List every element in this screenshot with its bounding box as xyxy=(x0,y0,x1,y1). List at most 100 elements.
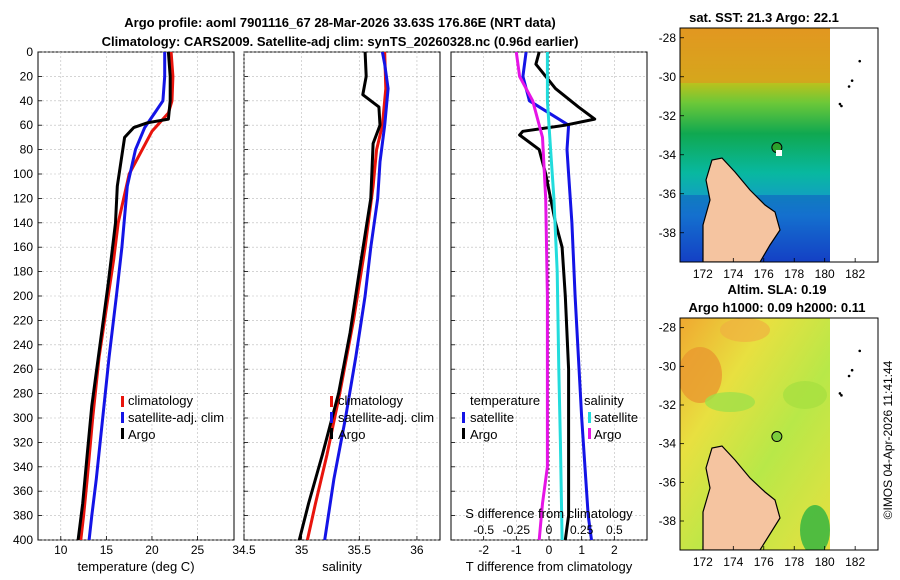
map-x-tick-label: 172 xyxy=(693,555,713,569)
map-x-tick-label: 180 xyxy=(815,267,835,281)
series-line-argo xyxy=(76,52,172,540)
legend-swatch-argo xyxy=(330,428,333,439)
temperature-xtick-labels: 10 15 20 25 xyxy=(54,543,204,557)
difference-panel: -2 -1 0 1 2 T difference from climatology S … xyxy=(450,51,648,574)
legend-label-sal-satellite: satellite xyxy=(594,410,638,425)
legend-label-temp-satellite: satellite xyxy=(470,410,514,425)
series-line-satellite-adj-clim xyxy=(323,52,390,540)
temperature-grid xyxy=(38,51,234,541)
island-marker xyxy=(838,102,842,106)
difference-xtick-labels: -2 -1 0 1 2 xyxy=(478,543,618,557)
sla-map-ticks: 172 174 176 178 180 182 -28 -30 -32 -34 -36 -38 xyxy=(659,321,866,569)
depth-tick-label: 240 xyxy=(13,338,33,352)
map-y-tick-label: -36 xyxy=(659,475,677,489)
depth-tick-labels: 0 20 40 60 80 100 120 140 160 180 200 220 240 260 280 3… xyxy=(13,45,33,547)
map-y-tick-label: -28 xyxy=(659,31,677,45)
sla-low-patch xyxy=(800,505,830,550)
series-line-temperature-argo xyxy=(518,52,597,540)
map-x-tick-label: 182 xyxy=(845,555,865,569)
temperature-xlabel: temperature (deg C) xyxy=(77,559,194,574)
series-line-salinity-argo xyxy=(514,52,549,540)
depth-tick-label: 20 xyxy=(20,69,34,83)
sst-map: sat. SST: 21.3 Argo: 22.1 172 174 176 178 18… xyxy=(659,10,879,281)
map-x-tick-label: 180 xyxy=(815,555,835,569)
island-marker xyxy=(858,59,862,63)
island-marker xyxy=(858,349,862,353)
imos-timestamp: ©IMOS 04-Apr-2026 11:41:44 xyxy=(881,360,895,519)
legend-swatch-argo xyxy=(121,428,124,439)
depth-tick-label: 100 xyxy=(13,167,33,181)
legend-label-argo: Argo xyxy=(128,427,155,442)
legend-label-climatology: climatology xyxy=(128,393,194,408)
map-y-tick-label: -30 xyxy=(659,359,677,373)
series-line-temperature-satellite xyxy=(521,52,593,540)
sst-map-frame xyxy=(679,27,879,263)
salinity-difference-ticks: -0.5 -0.25 0 0.25 0.5 xyxy=(473,523,623,537)
island-markers xyxy=(838,349,862,397)
legend-swatch-climatology xyxy=(121,396,124,407)
temperature-lines xyxy=(76,52,175,540)
legend-swatch-temp-argo xyxy=(462,428,465,439)
island-marker xyxy=(850,79,854,82)
map-y-tick-label: -34 xyxy=(659,148,677,162)
depth-tick-label: 160 xyxy=(13,240,33,254)
x-tick-label: 25 xyxy=(191,543,205,557)
legend-label-satellite: satellite-adj. clim xyxy=(338,410,434,425)
legend-title-salinity: salinity xyxy=(584,393,624,408)
legend-label-satellite: satellite-adj. clim xyxy=(128,410,224,425)
salinity-difference-tick-label: 0.5 xyxy=(606,523,623,537)
x-tick-label: 36 xyxy=(410,543,424,557)
depth-tick-label: 220 xyxy=(13,313,33,327)
map-x-tick-label: 174 xyxy=(723,267,743,281)
map-y-tick-label: -30 xyxy=(659,70,677,84)
salinity-difference-tick-label: -0.5 xyxy=(473,523,494,537)
sla-map-title-line2: Argo h1000: 0.09 h2000: 0.11 xyxy=(688,300,865,315)
sla-map: Altim. SLA: 0.19 Argo h1000: 0.09 h2000:… xyxy=(659,282,879,569)
sla-map-offgrid xyxy=(830,318,878,550)
legend-title-temperature: temperature xyxy=(470,393,540,408)
x-tick-label: 0 xyxy=(546,543,553,557)
series-line-argo xyxy=(297,52,382,540)
salinity-difference-tick-label: 0.25 xyxy=(570,523,594,537)
legend-label-temp-argo: Argo xyxy=(470,427,497,442)
sst-warm-band xyxy=(680,28,830,83)
legend-label-climatology: climatology xyxy=(338,393,404,408)
salinity-difference-tick-label: -0.25 xyxy=(503,523,531,537)
series-line-salinity-satellite xyxy=(545,52,564,540)
x-tick-label: 1 xyxy=(578,543,585,557)
depth-tick-label: 380 xyxy=(13,509,33,523)
depth-tick-label: 400 xyxy=(13,533,33,547)
series-line-climatology xyxy=(305,52,388,540)
island-marker xyxy=(838,392,842,395)
legend-swatch-climatology xyxy=(330,396,333,407)
x-tick-label: -1 xyxy=(511,543,522,557)
depth-tick-label: 320 xyxy=(13,435,33,449)
depth-tick-label: 80 xyxy=(20,143,34,157)
x-tick-label: 35 xyxy=(295,543,309,557)
depth-tick-label: 340 xyxy=(13,460,33,474)
salinity-difference-axis-label: S difference from climatology xyxy=(465,506,633,521)
salinity-lines xyxy=(297,52,390,540)
figure-title-line2: Climatology: CARS2009. Satellite-adj cli… xyxy=(102,34,579,49)
figure-title-line1: Argo profile: aoml 7901116_67 28-Mar-202… xyxy=(124,15,555,30)
map-y-tick-label: -38 xyxy=(659,226,677,240)
legend-label-argo: Argo xyxy=(338,427,365,442)
island-marker xyxy=(850,368,854,372)
map-x-tick-label: 178 xyxy=(784,555,804,569)
depth-tick-label: 120 xyxy=(13,191,33,205)
salinity-difference-tick-label: 0 xyxy=(546,523,553,537)
sla-low-patch xyxy=(783,381,827,409)
data-gap xyxy=(776,150,782,156)
map-x-tick-label: 176 xyxy=(754,267,774,281)
argo-float-marker xyxy=(771,431,783,443)
sst-map-offgrid xyxy=(830,28,878,262)
temperature-panel: 0 20 40 60 80 100 120 140 160 180 200 220 240 260 280 3… xyxy=(13,45,235,574)
depth-tick-label: 360 xyxy=(13,484,33,498)
difference-lines xyxy=(514,52,597,540)
sla-high-patch xyxy=(680,347,722,403)
depth-tick-label: 180 xyxy=(13,265,33,279)
legend-swatch-satellite xyxy=(121,412,124,423)
map-y-tick-label: -36 xyxy=(659,187,677,201)
x-tick-label: 35.5 xyxy=(348,543,372,557)
